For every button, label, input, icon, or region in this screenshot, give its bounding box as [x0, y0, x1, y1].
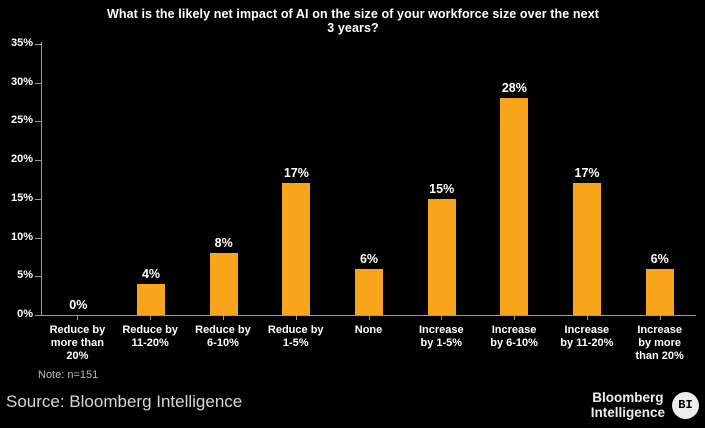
x-axis-tick-mark [586, 316, 588, 320]
bar [282, 183, 311, 315]
x-axis-tick-mark [150, 316, 152, 320]
bar-value-label: 0% [69, 298, 88, 312]
bar-value-label: 8% [214, 236, 233, 250]
x-axis-category-label: Reduce by 1-5% [267, 324, 324, 349]
bar-value-label: 6% [650, 252, 669, 266]
x-axis-category-label: Reduce by more than 20% [49, 324, 106, 362]
chart-title: What is the likely net impact of AI on t… [106, 7, 600, 35]
bar-value-label: 15% [429, 182, 455, 196]
x-axis-tick-mark [222, 316, 224, 320]
bar-group: 17% [260, 44, 333, 315]
bar-value-label: 17% [574, 166, 600, 180]
y-axis-tick-label: 5% [17, 269, 33, 282]
y-axis-tick-label: 0% [17, 308, 33, 320]
x-axis-tick-mark [368, 316, 370, 320]
logo-wordmark: Bloomberg Intelligence [591, 390, 665, 420]
bar-value-label: 17% [283, 166, 309, 180]
x-axis-line [41, 315, 696, 316]
bar-group: 28% [478, 44, 551, 315]
x-axis-category-label: None [354, 324, 383, 336]
x-axis-category-label: Increase by 11-20% [560, 324, 614, 349]
bar-group: 4% [115, 44, 188, 315]
y-axis-line [41, 42, 42, 316]
bar-value-label: 28% [501, 81, 527, 95]
bar-value-label: 4% [141, 267, 161, 281]
y-axis-tick-label: 35% [10, 37, 33, 49]
x-axis-tick-mark [441, 316, 443, 320]
y-axis-tick-label: 30% [10, 75, 33, 88]
x-axis-tick-mark [295, 316, 297, 320]
bar-group: 0% [42, 44, 115, 315]
bar [645, 269, 674, 315]
bar [500, 98, 529, 315]
x-axis-category-label: Increase by more than 20% [635, 324, 684, 362]
x-axis-category-label: Reduce by 6-10% [195, 324, 251, 349]
bar-group: 6% [333, 44, 406, 315]
note-text: Note: n=151 [38, 369, 99, 381]
bar-group: 15% [405, 44, 478, 315]
logo-line-1: Bloomberg [592, 390, 664, 405]
bi-badge-icon: BI [672, 391, 699, 419]
bar-group: 17% [551, 44, 624, 315]
bar [209, 253, 238, 315]
bar [137, 284, 165, 315]
y-axis-tick-label: 20% [10, 153, 33, 166]
x-axis-category-label: Increase by 6-10% [490, 324, 538, 349]
y-axis-tick-label: 25% [10, 114, 33, 127]
bloomberg-intelligence-logo: Bloomberg Intelligence BI [591, 390, 699, 420]
plot-area: 0% 4% 8% 17% 6% 15% 28% 17% 6% [42, 44, 696, 315]
bar-value-label: 6% [359, 252, 379, 266]
source-text: Source: Bloomberg Intelligence [6, 392, 243, 411]
x-axis-labels: Reduce by more than 20% Reduce by 11-20% R… [41, 324, 696, 363]
bar [427, 199, 456, 315]
bar-group: 6% [623, 44, 696, 315]
bar [573, 183, 602, 315]
x-axis-category-label: Increase by 1-5% [418, 324, 464, 349]
y-axis-tick-label: 15% [10, 191, 33, 204]
bar-group: 8% [187, 44, 260, 315]
logo-line-2: Intelligence [590, 405, 665, 420]
x-axis-tick-mark [77, 316, 79, 320]
bar [355, 269, 384, 315]
x-axis-tick-mark [659, 316, 661, 320]
x-axis-tick-mark [514, 316, 516, 320]
y-axis-tick-label: 10% [10, 230, 33, 243]
x-axis-category-label: Reduce by 11-20% [122, 324, 178, 349]
